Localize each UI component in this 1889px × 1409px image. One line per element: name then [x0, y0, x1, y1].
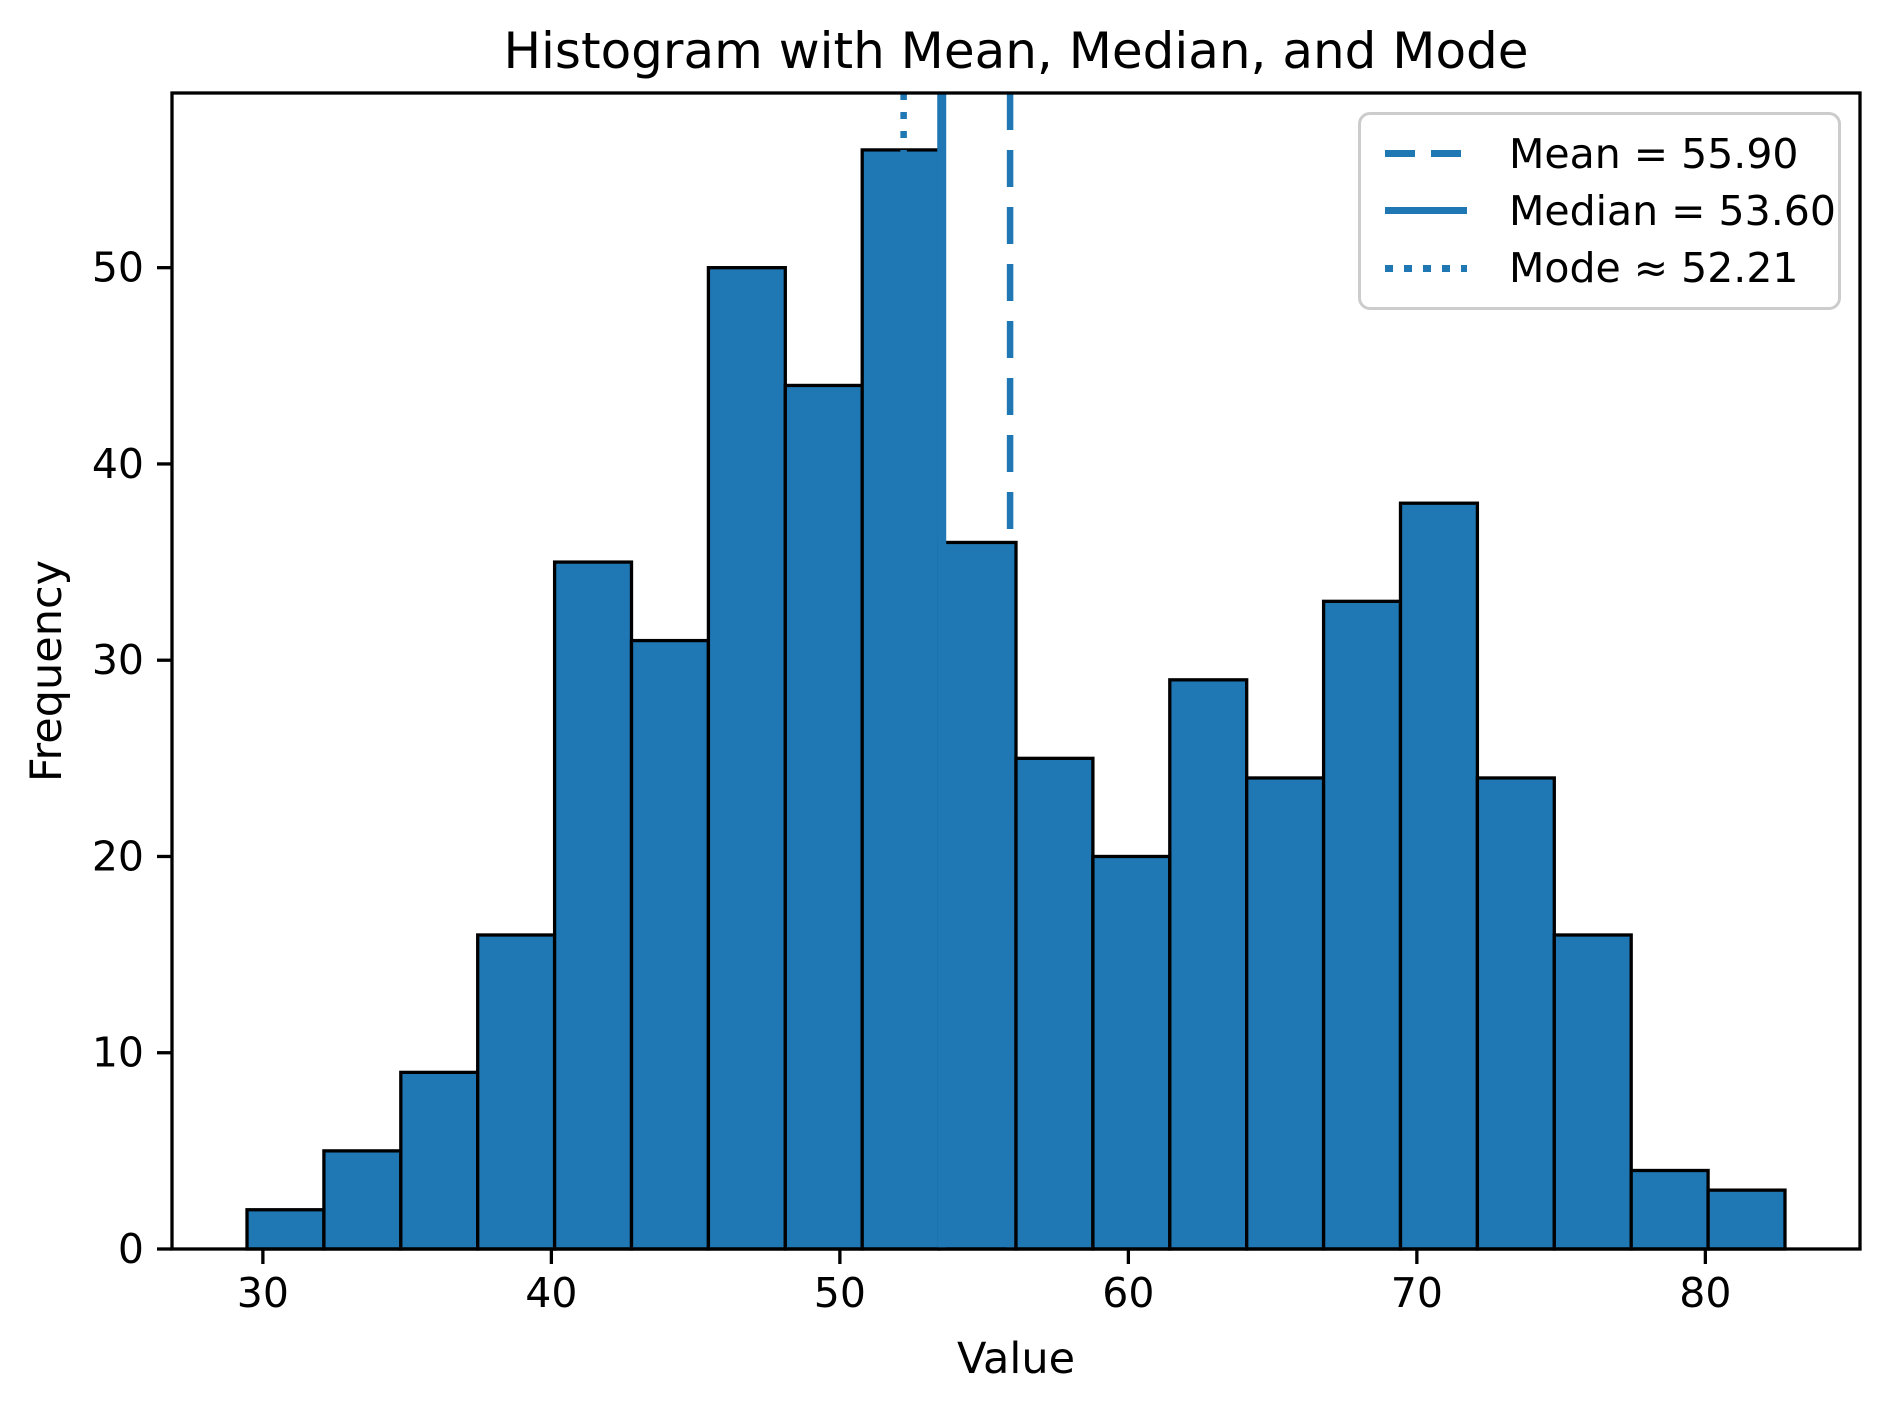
y-tick-label: 20 — [92, 832, 144, 880]
median-solid-line-swatch — [1385, 207, 1467, 215]
y-tick-label: 0 — [118, 1225, 144, 1273]
legend-row-mode: Mode ≈ 52.21 — [1385, 244, 1814, 292]
histogram-bar — [552, 560, 634, 1251]
histogram-bar — [476, 933, 557, 1251]
x-tick-label: 40 — [525, 1269, 577, 1317]
histogram-bar — [1475, 776, 1556, 1251]
histogram-bar — [1552, 933, 1633, 1251]
histogram-bar — [706, 266, 787, 1251]
y-tick-label: 40 — [92, 440, 144, 488]
histogram-bar — [1398, 501, 1480, 1251]
histogram-bar — [1629, 1168, 1710, 1251]
histogram-bar — [1014, 756, 1095, 1251]
histogram-bar — [1706, 1188, 1787, 1251]
histogram-bar — [1321, 599, 1403, 1251]
y-axis-label: Frequency — [22, 559, 72, 783]
mode-dotted-line-swatch — [1385, 264, 1467, 272]
x-tick-label: 50 — [814, 1269, 866, 1317]
histogram-bar — [1245, 776, 1326, 1251]
legend-box: Mean = 55.90 Median = 53.60 Mode ≈ 52.21 — [1358, 112, 1841, 310]
histogram-bar — [1091, 854, 1172, 1251]
x-tick-label: 60 — [1102, 1269, 1154, 1317]
y-tick-label: 30 — [92, 636, 144, 684]
legend-label-mode: Mode ≈ 52.21 — [1509, 244, 1799, 293]
mean-dashed-line-swatch — [1385, 150, 1467, 158]
chart-title: Histogram with Mean, Median, and Mode — [503, 22, 1529, 80]
x-tick-label: 30 — [237, 1269, 289, 1317]
x-tick-label: 70 — [1391, 1269, 1443, 1317]
histogram-bar — [937, 540, 1018, 1251]
legend-label-mean: Mean = 55.90 — [1509, 129, 1799, 178]
y-tick-label: 10 — [92, 1029, 144, 1077]
legend-label-median: Median = 53.60 — [1509, 186, 1836, 235]
histogram-bar — [1168, 678, 1249, 1251]
plot-border — [170, 91, 1862, 1251]
legend-row-mean: Mean = 55.90 — [1385, 130, 1814, 178]
histogram-bar — [783, 383, 864, 1251]
histogram-bar — [245, 1208, 326, 1251]
legend-row-median: Median = 53.60 — [1385, 187, 1836, 235]
histogram-bar — [399, 1070, 480, 1251]
x-axis-label: Value — [956, 1334, 1076, 1384]
y-tick-label: 50 — [92, 244, 144, 292]
x-tick-label: 80 — [1679, 1269, 1731, 1317]
histogram-bar — [629, 638, 711, 1251]
histogram-bar — [322, 1149, 403, 1251]
